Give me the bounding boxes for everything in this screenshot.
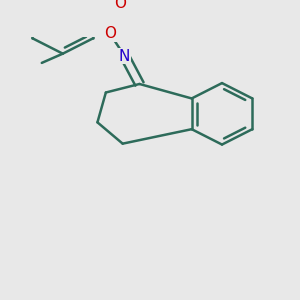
- Text: O: O: [104, 26, 116, 41]
- Text: N: N: [119, 49, 130, 64]
- Text: O: O: [114, 0, 126, 11]
